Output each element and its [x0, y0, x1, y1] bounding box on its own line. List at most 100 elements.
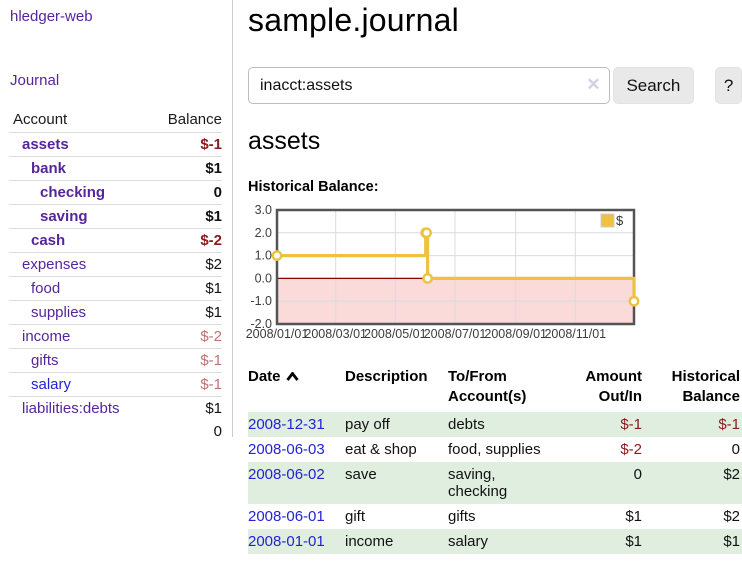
search-input[interactable] — [248, 67, 610, 104]
transaction-accounts: salary — [448, 529, 560, 554]
account-row: assets $-1 — [9, 133, 222, 157]
account-link-assets[interactable]: assets — [22, 136, 69, 153]
account-balance: $1 — [148, 156, 222, 181]
transaction-description: pay off — [345, 412, 448, 437]
data-point-marker — [422, 273, 434, 284]
account-link-salary[interactable]: salary — [31, 376, 72, 393]
account-row: expenses $2 — [9, 252, 222, 277]
transaction-date-link[interactable]: 2008-12-31 — [248, 416, 325, 433]
register-header-amount: Amount Out/In — [585, 368, 642, 405]
search-button[interactable]: Search — [612, 67, 695, 104]
x-tick-label: 2008/03/01 — [304, 327, 367, 341]
register-table: Date Description To/From Account(s) Amou… — [248, 365, 742, 554]
register-row: 2008-06-03 eat & shop food, supplies $-2 0 — [248, 437, 742, 462]
transaction-date-link[interactable]: 2008-06-03 — [248, 441, 325, 458]
x-tick-label: 2008/05/01 — [364, 327, 427, 341]
y-tick-label: 0.0 — [255, 271, 272, 285]
search-form: ✕ Search ? — [248, 67, 742, 104]
register-row: 2008-06-01 gift gifts $1 $2 — [248, 504, 742, 529]
account-balance: $-1 — [148, 372, 222, 397]
account-heading: assets — [248, 127, 321, 155]
register-header-description: Description — [345, 368, 428, 385]
account-link-supplies[interactable]: supplies — [31, 304, 87, 321]
x-tick-label: 2008/07/01 — [424, 327, 487, 341]
register-row: 2008-12-31 pay off debts $-1 $-1 — [248, 412, 742, 437]
transaction-amount: 0 — [560, 462, 644, 504]
accounts-header-balance: Balance — [148, 109, 222, 133]
transaction-accounts: debts — [448, 412, 560, 437]
account-balance: 0 — [148, 180, 222, 205]
plot-border — [275, 208, 636, 326]
data-point-marker — [421, 227, 433, 239]
clear-search-icon[interactable]: ✕ — [586, 75, 601, 94]
accounts-total-row: 0 — [9, 420, 222, 443]
account-row: liabilities:debts $1 — [9, 396, 222, 420]
account-balance: $-1 — [148, 348, 222, 373]
x-tick-label: 2008/01/01 — [246, 327, 309, 341]
account-balance: $1 — [148, 204, 222, 229]
transaction-balance: $1 — [644, 529, 742, 554]
account-balance: $1 — [148, 300, 222, 325]
accounts-total-value: 0 — [213, 423, 222, 440]
account-row: food $1 — [9, 276, 222, 301]
accounts-table: Account Balance assets $-1 bank $1 checking 0… — [9, 109, 222, 443]
transaction-amount: $1 — [625, 508, 642, 525]
y-tick-label: -1.0 — [250, 294, 272, 308]
register-row: 2008-06-02 save saving, checking 0 $2 — [248, 462, 742, 504]
register-header-date[interactable]: Date — [248, 365, 345, 412]
sidebar: hledger-web Journal Account Balance asse… — [0, 0, 233, 440]
account-balance: $-2 — [148, 324, 222, 349]
account-row: saving $1 — [9, 204, 222, 229]
register-header-accounts: To/From Account(s) — [448, 368, 527, 405]
historical-balance-chart[interactable]: $3.0 2.0 1.0 0.0 -1.0 -2.0 2008/01/01 2008/03/0… — [246, 201, 742, 347]
transaction-date-link[interactable]: 2008-01-01 — [248, 533, 325, 550]
help-button[interactable]: ? — [715, 67, 742, 104]
transaction-amount: $-1 — [560, 412, 644, 437]
transaction-description: save — [345, 462, 448, 504]
y-tick-label: -2.0 — [250, 317, 272, 331]
transaction-accounts: food, supplies — [448, 441, 541, 458]
sort-ascending-icon — [285, 372, 299, 381]
register-header-balance: Historical Balance — [671, 368, 740, 405]
register-header-row: Date Description To/From Account(s) Amou… — [248, 365, 742, 412]
account-row: gifts $-1 — [9, 348, 222, 373]
sidebar-item-journal[interactable]: Journal — [10, 72, 60, 89]
transaction-balance: $2 — [723, 508, 740, 525]
accounts-header-account: Account — [9, 109, 149, 133]
account-link-cash[interactable]: cash — [31, 232, 66, 249]
transaction-date-link[interactable]: 2008-06-01 — [248, 508, 325, 525]
x-tick-label: 2008/09/01 — [484, 327, 547, 341]
brand-link[interactable]: hledger-web — [10, 8, 93, 25]
account-link-checking[interactable]: checking — [40, 184, 106, 201]
account-balance: $-1 — [200, 136, 222, 153]
y-tick-label: 3.0 — [255, 203, 272, 217]
account-link-gifts[interactable]: gifts — [31, 352, 59, 369]
transaction-balance: 0 — [731, 441, 740, 458]
data-point-marker — [628, 295, 640, 307]
transaction-balance: $2 — [644, 462, 742, 504]
transaction-date-link[interactable]: 2008-06-02 — [248, 466, 325, 483]
account-row: supplies $1 — [9, 300, 222, 325]
account-link-liabilities-debts[interactable]: liabilities:debts — [22, 400, 120, 417]
y-tick-label: 2.0 — [255, 226, 272, 240]
account-link-bank[interactable]: bank — [31, 160, 67, 177]
main-content: sample.journal ✕ Search ? assets Histori… — [246, 0, 742, 554]
transaction-description: income — [345, 529, 448, 554]
y-tick-label: 1.0 — [255, 249, 272, 263]
transaction-description: gift — [345, 508, 366, 525]
account-row: cash $-2 — [9, 228, 222, 253]
account-row: salary $-1 — [9, 372, 222, 397]
transaction-accounts: saving, checking — [448, 462, 560, 504]
register-row: 2008-01-01 income salary $1 $1 — [248, 529, 742, 554]
transaction-description: eat & shop — [345, 441, 417, 458]
account-link-expenses[interactable]: expenses — [22, 256, 87, 273]
account-row: bank $1 — [9, 156, 222, 181]
account-link-saving[interactable]: saving — [40, 208, 88, 225]
transaction-balance: $-1 — [644, 412, 742, 437]
account-row: checking 0 — [9, 180, 222, 205]
account-link-food[interactable]: food — [31, 280, 61, 297]
legend-swatch — [600, 213, 615, 228]
account-link-income[interactable]: income — [22, 328, 71, 345]
account-row: income $-2 — [9, 324, 222, 349]
transaction-amount: $1 — [560, 529, 644, 554]
